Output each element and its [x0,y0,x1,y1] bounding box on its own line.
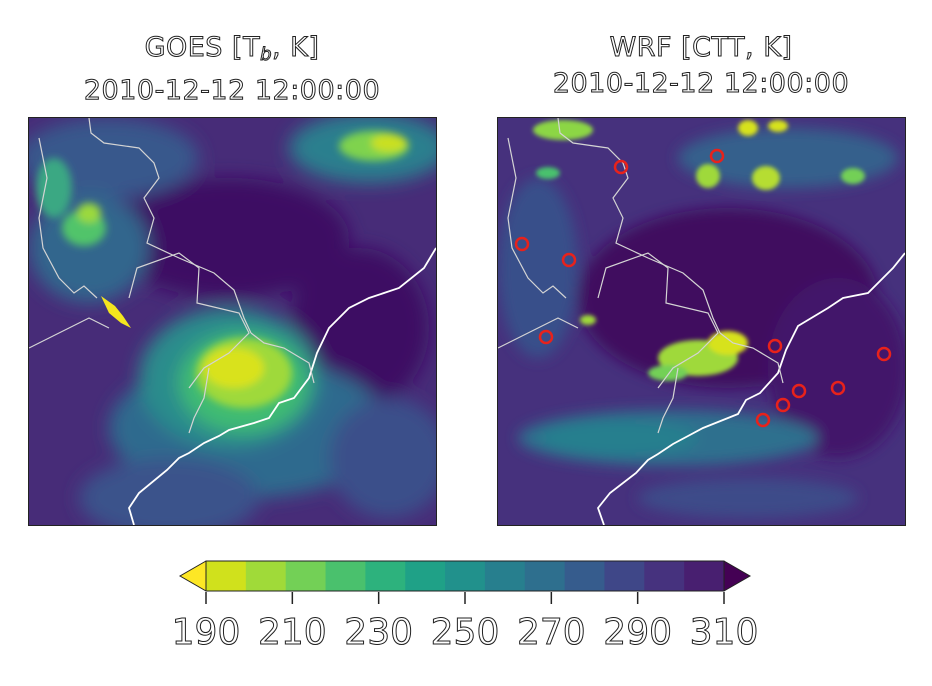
station-marker [830,380,846,396]
goes-time-label: 2010-12-12 12:00:00 [83,75,381,107]
station-marker [775,397,791,413]
colorbar-segment [445,561,486,591]
wrf-map-canvas [498,118,905,525]
colorbar-tick-label: 250 [430,612,500,654]
station-marker [767,338,783,354]
wrf-time-label: 2010-12-12 12:00:00 [552,68,850,100]
goes-cold-tops [36,131,409,408]
wrf-map-panel [497,117,906,526]
colorbar-tick-label: 290 [603,612,673,654]
goes-borders [29,118,315,434]
temperature-colorbar [178,560,752,592]
colorbar-segment [644,561,685,591]
goes-coastline [128,247,436,525]
colorbar-segment [245,561,287,591]
colorbar-segment [684,561,725,591]
colorbar-tick-label: 310 [689,612,759,654]
colorbar-segment [285,561,327,591]
colorbar-segments [206,561,725,591]
colorbar-segment [484,561,526,591]
station-marker [613,159,629,175]
colorbar-extend-high [724,561,750,591]
colorbar-segment [405,561,446,591]
colorbar-segment [325,561,366,591]
station-marker [538,329,554,345]
station-marker [791,383,807,399]
wrf-panel-title: WRF [CTT, K] 2010-12-12 12:00:00 [497,30,905,102]
goes-yellow-streak [101,296,131,328]
goes-title-line: GOES [Tb, K] [144,32,320,66]
colorbar-segment [604,561,645,591]
colorbar-segment [564,561,605,591]
colorbar-tick-label: 190 [171,612,241,654]
goes-panel-title: GOES [Tb, K] 2010-12-12 12:00:00 [28,30,436,109]
colorbar-ticks [205,592,725,604]
goes-map-canvas [29,118,436,525]
wrf-borders [498,118,784,434]
colorbar-tick-label: 230 [344,612,414,654]
station-marker [876,346,892,362]
wrf-coastline [596,252,905,525]
colorbar-segment [365,561,406,591]
colorbar-tick-label: 270 [516,612,586,654]
wrf-cloud-field [498,128,905,518]
station-marker [755,412,771,428]
wrf-station-markers [514,148,892,428]
station-marker [514,236,530,252]
station-marker [561,252,577,268]
colorbar-extend-low [180,561,206,591]
colorbar-segment [524,561,566,591]
colorbar-tick-label: 210 [257,612,327,654]
goes-map-panel [28,117,437,526]
colorbar-segment [206,561,247,591]
wrf-cold-cells [533,120,865,381]
wrf-title-line: WRF [CTT, K] [609,32,793,64]
station-marker [709,148,725,164]
